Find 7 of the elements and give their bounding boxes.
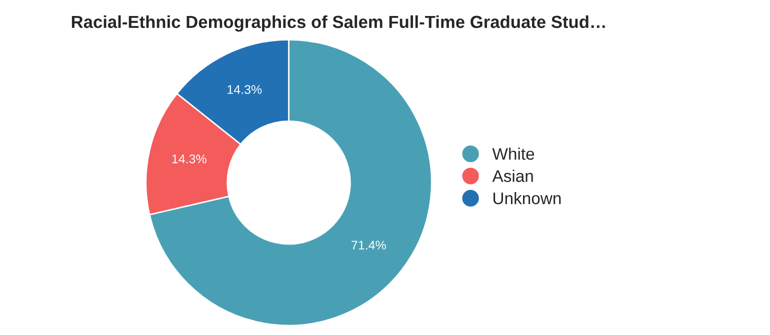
legend-label: Unknown bbox=[494, 192, 561, 204]
chart-title: Racial-Ethnic Demographics of Salem Full-Time Graduate Stud… bbox=[72, 15, 605, 32]
legend-label: Asian bbox=[492, 170, 533, 182]
data-label: 71.4% bbox=[352, 240, 386, 250]
legend-label: White bbox=[492, 148, 534, 160]
data-label: 14.3% bbox=[228, 85, 262, 94]
data-label: 14.3% bbox=[172, 154, 206, 164]
